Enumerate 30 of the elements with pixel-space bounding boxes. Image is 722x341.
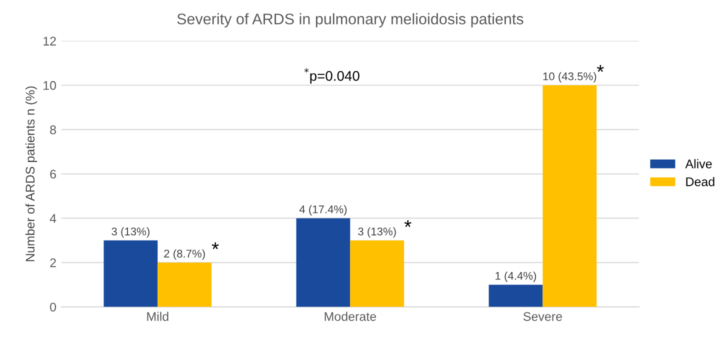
chart-title: Severity of ARDS in pulmonary melioidosis patients (177, 13, 524, 28)
bar (296, 218, 350, 307)
x-tick-label: Severe (523, 312, 562, 321)
y-tick-label: 10 (44, 81, 56, 90)
y-axis-title: Number of ARDS patients n (%) (25, 86, 38, 262)
data-label: 1 (4.4%) (496, 272, 536, 282)
x-tick-label: Moderate (324, 312, 376, 321)
y-tick-label: 12 (44, 36, 56, 46)
y-tick-label: 2 (50, 258, 56, 268)
x-tick-label: Mild (147, 312, 168, 321)
annotation: $^{*}$p=0.040 (304, 68, 360, 84)
legend-label: Alive (685, 159, 712, 168)
data-label: 3 (13%) (112, 227, 150, 238)
y-tick-label: 8 (50, 125, 56, 134)
y-tick-label: 4 (50, 214, 56, 223)
bar (104, 240, 158, 307)
bar (350, 240, 404, 307)
data-label: 4 (17.4%) (299, 205, 347, 216)
annotation: * (596, 65, 604, 72)
bar (542, 85, 597, 307)
bar (158, 262, 212, 307)
annotation: * (212, 242, 219, 250)
legend-label: Dead (686, 177, 714, 186)
bar (488, 284, 543, 307)
data-label: 3 (13%) (358, 227, 396, 238)
data-label: 2 (8.7%) (164, 249, 205, 260)
data-label: 10 (43.5%) (543, 72, 596, 82)
annotation: * (404, 220, 412, 228)
y-tick-label: 0 (50, 302, 56, 312)
y-tick-label: 6 (50, 170, 56, 179)
